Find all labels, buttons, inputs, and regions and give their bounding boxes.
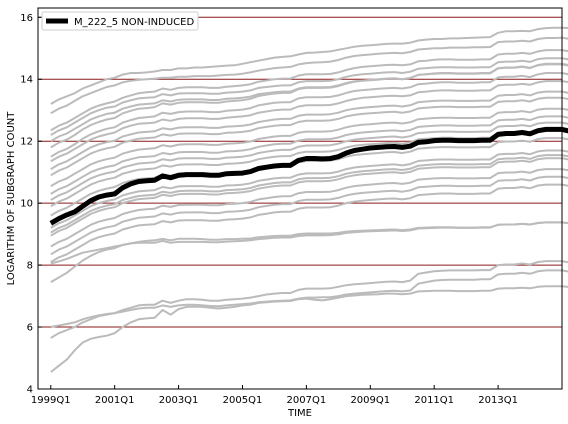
background-series-line	[50, 96, 568, 177]
x-tick-label: 2001Q1	[95, 395, 135, 406]
x-tick-label: 2013Q1	[478, 395, 518, 406]
background-series-line	[50, 183, 568, 263]
legend-box	[41, 11, 199, 31]
background-series-line	[50, 121, 568, 201]
y-tick-label: 10	[20, 199, 33, 210]
x-tick-label: 2005Q1	[223, 395, 263, 406]
plot-frame	[37, 7, 563, 390]
x-tick-label: 2011Q1	[414, 395, 454, 406]
x-axis-ticks: 1999Q1 2001Q1 2003Q1 2005Q1 2007Q1 2009Q1 2011…	[31, 385, 518, 406]
background-series-line	[50, 90, 568, 170]
x-tick-label: 1999Q1	[31, 395, 71, 406]
x-tick-label: 2007Q1	[287, 395, 327, 406]
y-tick-label: 6	[27, 323, 33, 334]
background-series-line	[50, 285, 568, 373]
background-series-line	[50, 80, 568, 163]
background-series-line	[50, 168, 568, 248]
y-axis-label: LOGARITHM OF SUBGRAPH COUNT	[6, 111, 17, 286]
background-series-line	[50, 49, 568, 132]
legend-entry-label: M_222_5 NON-INDUCED	[74, 17, 194, 28]
legend: M_222_5 NON-INDUCED	[41, 11, 199, 31]
highlight-series-line	[49, 126, 568, 226]
y-tick-label: 14	[20, 75, 33, 86]
background-series-line	[50, 260, 568, 339]
background-series-line	[50, 72, 568, 158]
background-series-line	[50, 269, 568, 328]
background-series-line	[50, 62, 568, 149]
background-series-line	[50, 154, 568, 234]
background-series-line	[50, 26, 568, 105]
x-tick-label: 2003Q1	[159, 395, 199, 406]
background-series-line	[50, 36, 568, 115]
y-tick-label: 12	[20, 137, 33, 148]
background-series-line	[50, 157, 568, 237]
background-series-line	[50, 57, 568, 136]
y-axis-ticks: 4 6 8 10 12 14 16	[20, 13, 42, 396]
background-series-line	[50, 107, 568, 187]
background-series-line	[50, 175, 568, 256]
highlight-series-group	[49, 126, 568, 226]
background-series-line	[50, 221, 568, 265]
y-tick-label: 8	[27, 261, 33, 272]
background-series-line	[50, 115, 568, 195]
y-tick-label: 4	[27, 385, 33, 396]
y-tick-label: 16	[20, 13, 33, 24]
background-series-line	[50, 149, 568, 229]
background-series-group	[50, 26, 568, 373]
x-axis-label: TIME	[287, 408, 312, 419]
x-tick-label: 2009Q1	[350, 395, 390, 406]
